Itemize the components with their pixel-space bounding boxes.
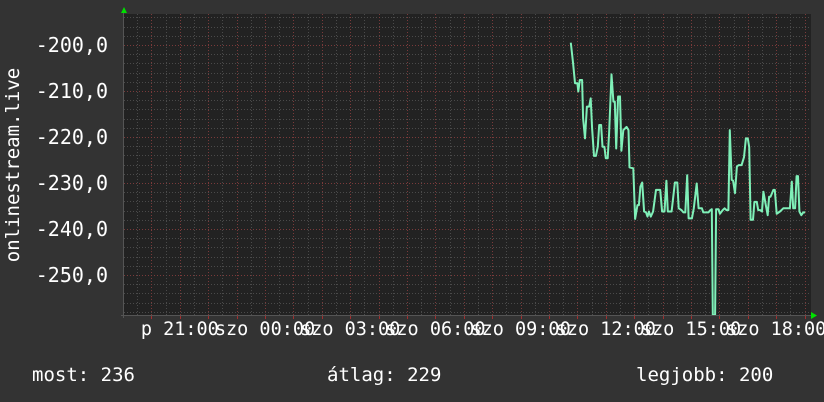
plot-area	[124, 14, 811, 315]
x-tick-label: szo 15:00	[640, 319, 742, 340]
y-tick-label: -230,0	[35, 171, 108, 195]
x-tick-label: szo 12:00	[555, 319, 656, 340]
x-tick-label: szo 18:00	[726, 319, 824, 340]
x-tick-label: szo 00:00	[214, 319, 316, 340]
x-axis-arrow-icon	[811, 312, 817, 319]
y-tick-label: -240,0	[35, 217, 108, 241]
x-tick-label: szo 03:00	[300, 319, 401, 340]
legend-average: átlag: 229	[327, 364, 442, 386]
y-axis-arrow-icon	[121, 7, 127, 13]
grid	[124, 14, 811, 319]
series-line	[569, 42, 806, 316]
series	[569, 42, 806, 316]
y-tick-label: -210,0	[35, 79, 108, 103]
x-tick-label: p 21:00	[140, 319, 219, 340]
x-tick-label: szo 09:00	[470, 319, 571, 340]
legend-best: legjobb: 200	[636, 364, 774, 386]
y-tick-label: -200,0	[35, 33, 108, 57]
x-tick-label: szo 06:00	[385, 319, 486, 340]
legend-current: most: 236	[32, 364, 135, 386]
y-tick-label: -250,0	[35, 263, 108, 287]
y-tick-label: -220,0	[35, 125, 108, 149]
y-axis-title: onlinestream.live	[2, 67, 24, 263]
